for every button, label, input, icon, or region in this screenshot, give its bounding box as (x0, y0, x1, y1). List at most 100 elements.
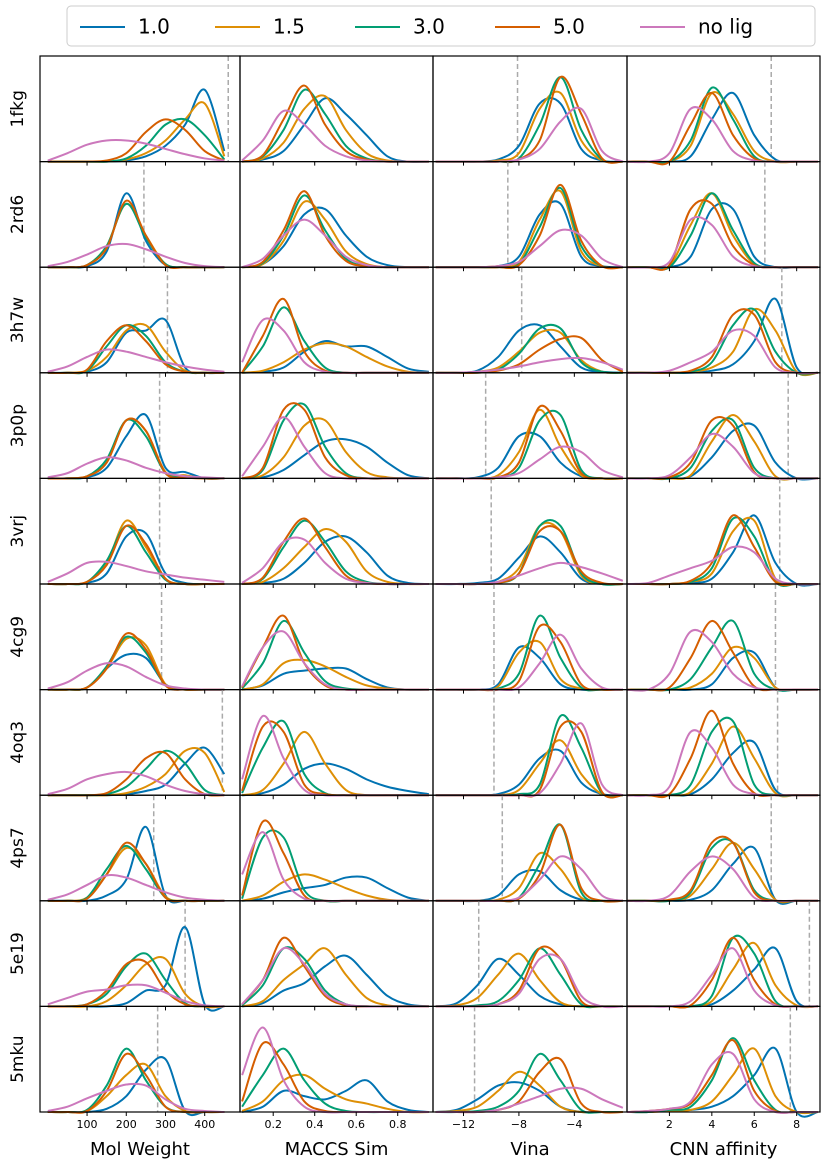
panel-frame (432, 477, 628, 585)
density-line (435, 1056, 623, 1114)
density-line (47, 242, 225, 269)
density-line (241, 1073, 429, 1114)
density-line (241, 519, 429, 586)
density-line (627, 934, 818, 1009)
density-line (241, 947, 429, 1008)
density-line (626, 432, 818, 480)
panel-frame (626, 266, 821, 374)
panel-frame (626, 372, 821, 479)
row-label: 1fkg (8, 90, 28, 127)
density-line (241, 402, 429, 480)
density-line (241, 719, 429, 797)
density-line (47, 524, 225, 586)
density-line (241, 97, 429, 163)
density-line (241, 297, 429, 374)
row-label: 3p0p (8, 404, 28, 447)
legend-label: 5.0 (553, 15, 585, 39)
density-line (435, 851, 623, 903)
legend-label: 3.0 (413, 15, 445, 39)
density-line (47, 118, 225, 163)
density-line (47, 636, 225, 691)
legend-label: 1.0 (138, 15, 170, 39)
density-line (241, 342, 429, 374)
density-line (435, 189, 623, 269)
density-line (627, 91, 818, 164)
density-line (627, 91, 818, 166)
density-line (626, 725, 818, 798)
density-line (241, 762, 429, 797)
x-tick-label: −12 (452, 1118, 475, 1131)
density-line (241, 1079, 429, 1113)
row-label: 5mku (8, 1035, 28, 1082)
density-line (241, 946, 429, 1008)
density-line (627, 845, 818, 905)
density-line (47, 456, 225, 480)
density-line (241, 875, 430, 902)
legend-label: 1.5 (273, 15, 305, 39)
density-line (47, 844, 225, 903)
density-line (47, 747, 226, 797)
density-line (47, 635, 225, 691)
density-line (47, 983, 225, 1008)
density-line (627, 417, 818, 481)
panel-frame (432, 794, 628, 902)
x-tick-label: 200 (116, 1118, 137, 1131)
x-tick-label: 0.4 (306, 1118, 324, 1131)
density-line (626, 709, 818, 799)
density-line (626, 1051, 818, 1114)
x-tick-label: −4 (566, 1118, 582, 1131)
panel-frame (432, 900, 628, 1007)
density-line (435, 323, 623, 375)
panel-frame (39, 266, 241, 374)
x-tick-label: 400 (194, 1118, 215, 1131)
x-tick-label: 6 (751, 1118, 758, 1131)
density-line (47, 1082, 225, 1113)
density-line (435, 855, 624, 903)
density-line (241, 819, 429, 903)
density-line (626, 106, 818, 164)
x-tick-label: 100 (77, 1118, 98, 1131)
panel-frame (626, 794, 821, 902)
density-line (47, 117, 226, 163)
density-line (47, 139, 225, 162)
row-label: 3h7w (8, 297, 28, 343)
x-tick-label: 300 (155, 1118, 176, 1131)
density-line (47, 770, 225, 797)
density-line (626, 619, 818, 692)
density-line (241, 1026, 429, 1114)
density-line (241, 1047, 429, 1114)
row-label: 5e19 (8, 932, 28, 975)
density-line (47, 1047, 225, 1114)
density-line (47, 528, 225, 586)
row-label: 4ps7 (8, 827, 28, 868)
density-line (241, 194, 429, 269)
x-tick-label: 0.6 (347, 1118, 365, 1131)
x-axis-label: MACCS Sim (285, 1139, 389, 1160)
density-line (435, 76, 623, 164)
density-line (241, 517, 429, 586)
panel-frame (626, 583, 821, 691)
panel-frame (39, 688, 241, 796)
density-line (435, 739, 623, 797)
density-line (627, 838, 818, 903)
density-line (435, 714, 623, 799)
density-line (242, 534, 429, 585)
panel-frame (39, 1005, 241, 1113)
density-line (47, 926, 225, 1012)
panel-frame (39, 794, 241, 902)
density-line (241, 402, 429, 480)
density-line (435, 75, 623, 164)
density-line (242, 437, 430, 480)
density-line (627, 841, 818, 904)
row-label: 4cg9 (8, 616, 28, 658)
panel-frame (39, 55, 241, 163)
density-line (47, 324, 225, 375)
density-line (47, 192, 225, 269)
legend-label: no lig (698, 15, 753, 39)
x-tick-label: 0.8 (389, 1118, 407, 1131)
x-tick-label: 0.2 (264, 1118, 282, 1131)
panel-frame (39, 477, 241, 585)
density-line (626, 835, 818, 903)
panel-frame (626, 1005, 821, 1113)
